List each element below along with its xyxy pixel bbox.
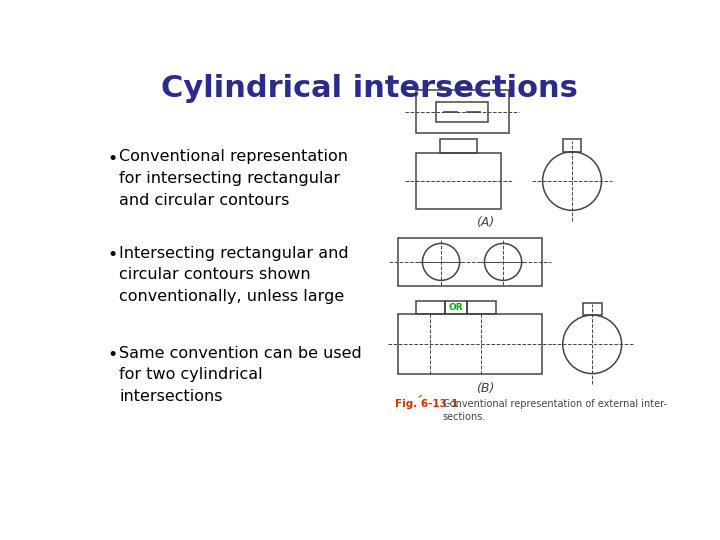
- Bar: [467, 301, 496, 314]
- Text: •: •: [107, 150, 117, 167]
- Text: Intersecting rectangular and
circular contours shown
conventionally, unless larg: Intersecting rectangular and circular co…: [120, 246, 349, 304]
- Text: Cylindrical intersections: Cylindrical intersections: [161, 74, 577, 103]
- Text: •: •: [107, 246, 117, 264]
- Bar: [415, 90, 508, 132]
- Text: (A): (A): [476, 217, 495, 230]
- Text: (B): (B): [476, 382, 495, 395]
- Text: Conventional representation of external inter-
sections.: Conventional representation of external …: [443, 399, 667, 422]
- Bar: [441, 139, 477, 153]
- Bar: [445, 301, 467, 314]
- Text: Conventional representation
for intersecting rectangular
and circular contours: Conventional representation for intersec…: [120, 150, 348, 208]
- Text: Same convention can be used
for two cylindrical
intersections: Same convention can be used for two cyli…: [120, 346, 362, 404]
- Bar: [415, 153, 500, 209]
- Bar: [563, 139, 581, 152]
- Text: Fig. 6-13-1: Fig. 6-13-1: [395, 399, 458, 409]
- Text: •: •: [107, 346, 117, 364]
- Bar: [583, 303, 601, 315]
- Bar: [398, 238, 542, 286]
- Text: OR: OR: [449, 303, 463, 312]
- Bar: [415, 301, 445, 314]
- Bar: [398, 314, 542, 374]
- Bar: [436, 102, 488, 122]
